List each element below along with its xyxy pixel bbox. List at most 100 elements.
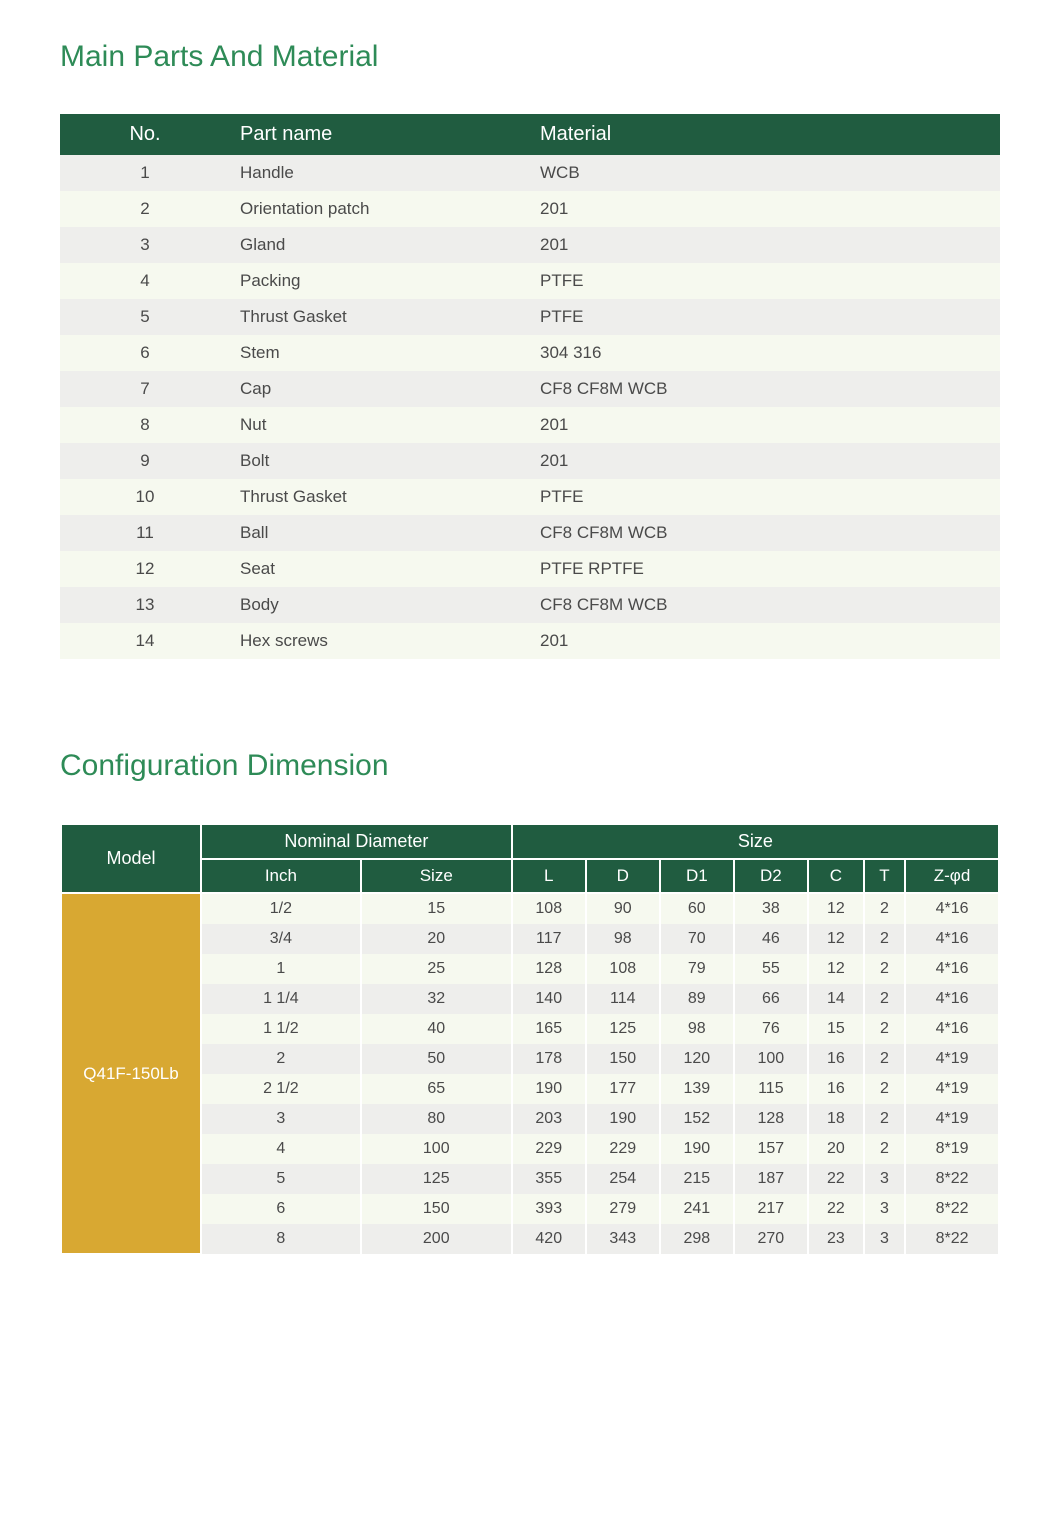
config-title: Configuration Dimension [60,749,1000,783]
cell-D: 125 [586,1014,660,1044]
cell-C: 14 [808,984,864,1014]
cell-D: 114 [586,984,660,1014]
cell-partname: Gland [230,227,530,263]
cell-material: PTFE RPTFE [530,551,1000,587]
cell-inch: 1/2 [201,893,361,924]
cell-D1: 79 [660,954,734,984]
cell-L: 203 [512,1104,586,1134]
config-header-row1: Model Nominal Diameter Size [61,824,999,859]
cell-D: 108 [586,954,660,984]
cell-C: 16 [808,1044,864,1074]
cell-material: CF8 CF8M WCB [530,587,1000,623]
cell-L: 393 [512,1194,586,1224]
cell-material: 201 [530,191,1000,227]
hdr-Z: Z-φd [905,859,999,893]
cell-T: 3 [864,1224,905,1254]
cell-C: 12 [808,924,864,954]
cell-nd-size: 65 [361,1074,512,1104]
cell-nd-size: 40 [361,1014,512,1044]
cell-T: 2 [864,924,905,954]
cell-C: 22 [808,1194,864,1224]
cell-inch: 1 1/4 [201,984,361,1014]
cell-C: 16 [808,1074,864,1104]
table-row: 10Thrust GasketPTFE [60,479,1000,515]
table-row: 9Bolt201 [60,443,1000,479]
table-row: Q41F-150Lb1/2151089060381224*16 [61,893,999,924]
cell-D1: 298 [660,1224,734,1254]
hdr-D1: D1 [660,859,734,893]
cell-partname: Hex screws [230,623,530,659]
cell-C: 15 [808,1014,864,1044]
cell-inch: 8 [201,1224,361,1254]
cell-T: 2 [864,984,905,1014]
cell-D: 98 [586,924,660,954]
cell-material: 201 [530,623,1000,659]
cell-partname: Orientation patch [230,191,530,227]
table-row: 5Thrust GasketPTFE [60,299,1000,335]
cell-nd-size: 15 [361,893,512,924]
table-row: 1 1/24016512598761524*16 [61,1014,999,1044]
table-row: 2Orientation patch201 [60,191,1000,227]
cell-material: 304 316 [530,335,1000,371]
cell-L: 165 [512,1014,586,1044]
table-row: 8Nut201 [60,407,1000,443]
cell-D2: 157 [734,1134,808,1164]
cell-D1: 120 [660,1044,734,1074]
table-row: 14Hex screws201 [60,623,1000,659]
cell-C: 12 [808,954,864,984]
config-header-row2: Inch Size L D D1 D2 C T Z-φd [61,859,999,893]
cell-D1: 215 [660,1164,734,1194]
cell-partname: Ball [230,515,530,551]
cell-no: 7 [60,371,230,407]
cell-nd-size: 125 [361,1164,512,1194]
cell-no: 10 [60,479,230,515]
table-row: 11BallCF8 CF8M WCB [60,515,1000,551]
cell-D1: 241 [660,1194,734,1224]
cell-inch: 5 [201,1164,361,1194]
cell-nd-size: 20 [361,924,512,954]
cell-material: PTFE [530,299,1000,335]
cell-nd-size: 32 [361,984,512,1014]
cell-material: PTFE [530,263,1000,299]
cell-L: 117 [512,924,586,954]
cell-material: CF8 CF8M WCB [530,515,1000,551]
table-row: 13BodyCF8 CF8M WCB [60,587,1000,623]
table-row: 4PackingPTFE [60,263,1000,299]
cell-no: 12 [60,551,230,587]
parts-header-row: No. Part name Material [60,114,1000,155]
cell-D2: 217 [734,1194,808,1224]
table-row: 6Stem304 316 [60,335,1000,371]
cell-T: 2 [864,1044,905,1074]
cell-Z: 4*19 [905,1074,999,1104]
cell-L: 190 [512,1074,586,1104]
col-material: Material [530,114,1000,155]
cell-D2: 76 [734,1014,808,1044]
cell-no: 11 [60,515,230,551]
cell-D: 229 [586,1134,660,1164]
table-row: 41002292291901572028*19 [61,1134,999,1164]
table-row: 1 1/43214011489661424*16 [61,984,999,1014]
cell-D2: 128 [734,1104,808,1134]
cell-Z: 4*19 [905,1044,999,1074]
cell-no: 2 [60,191,230,227]
hdr-C: C [808,859,864,893]
table-row: 3Gland201 [60,227,1000,263]
cell-D2: 100 [734,1044,808,1074]
cell-L: 355 [512,1164,586,1194]
cell-partname: Handle [230,155,530,191]
cell-nd-size: 150 [361,1194,512,1224]
cell-no: 3 [60,227,230,263]
cell-inch: 1 1/2 [201,1014,361,1044]
cell-L: 128 [512,954,586,984]
cell-C: 22 [808,1164,864,1194]
cell-material: 201 [530,443,1000,479]
cell-partname: Packing [230,263,530,299]
cell-inch: 2 1/2 [201,1074,361,1104]
cell-Z: 4*16 [905,1014,999,1044]
cell-L: 108 [512,893,586,924]
cell-nd-size: 200 [361,1224,512,1254]
cell-nd-size: 80 [361,1104,512,1134]
cell-D: 177 [586,1074,660,1104]
cell-no: 14 [60,623,230,659]
cell-D1: 190 [660,1134,734,1164]
